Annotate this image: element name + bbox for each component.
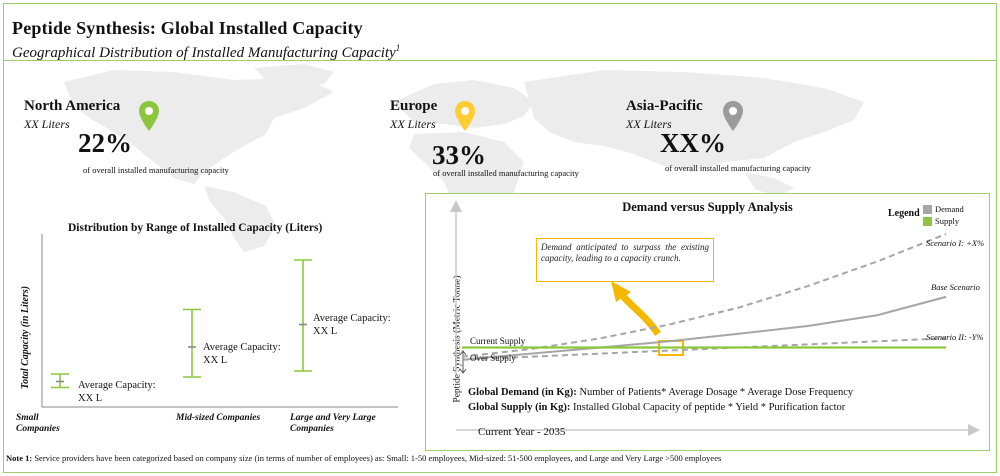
region-north-america: North America XX Liters — [24, 98, 120, 132]
current-supply-label: Current Supply — [470, 336, 526, 346]
category-label-mid: Mid-sized Companies — [176, 413, 260, 424]
category-label-small: Small Companies — [16, 413, 60, 435]
map-pin-icon — [455, 101, 475, 131]
legend-label: Supply — [935, 216, 960, 226]
outer-frame — [3, 3, 997, 473]
legend-label: Demand — [935, 204, 964, 214]
demand-supply-panel: Demand versus Supply Analysis Legend Dem… — [425, 193, 990, 451]
footnote: Note 1: Service providers have been cate… — [6, 453, 721, 463]
scenario-label-1: Scenario I: +X% — [926, 238, 985, 248]
category-label-large: Large and Very Large Companies — [290, 413, 376, 435]
region-europe: Europe XX Liters — [390, 98, 437, 132]
formula-supply-body: Installed Global Capacity of peptide * Y… — [570, 402, 846, 413]
range-label-mid: Average Capacity: XX L — [203, 341, 281, 367]
category-label-line: Small — [16, 413, 39, 423]
over-supply-arrow-top — [459, 350, 467, 356]
map-pin-icon — [723, 101, 743, 131]
region-desc: of overall installed manufacturing capac… — [83, 165, 229, 175]
category-label-line: Mid-sized Companies — [176, 413, 261, 423]
scenario-label-2: Scenario II: -Y% — [926, 332, 984, 342]
over-supply-label: Over Supply — [470, 353, 516, 363]
range-label-large: Average Capacity: XX L — [313, 312, 391, 338]
annotation-arrow — [618, 291, 661, 336]
subtitle-footnote-ref: 1 — [395, 43, 401, 53]
region-desc: of overall installed manufacturing capac… — [665, 163, 811, 173]
region-volume: XX Liters — [390, 117, 436, 131]
demand-supply-title: Demand versus Supply Analysis — [622, 200, 793, 214]
legend-swatch — [923, 204, 932, 214]
over-supply-arrow-bottom — [459, 368, 467, 374]
region-name: North America — [24, 98, 121, 114]
series-line-2 — [461, 337, 947, 361]
formula-demand-head: Global Demand (in Kg): — [468, 387, 577, 398]
scenario-label-base: Base Scenario — [931, 282, 980, 292]
formula-demand-body: Number of Patients* Average Dosage * Ave… — [576, 387, 854, 398]
region-percent: 33% — [432, 140, 486, 170]
map-pin-icon — [139, 101, 159, 131]
range-chart-plot — [41, 234, 398, 408]
demand-supply-xlabel: Current Year - 2035 — [478, 426, 566, 438]
region-desc: of overall installed manufacturing capac… — [433, 168, 579, 178]
legend-swatch — [923, 216, 932, 226]
formula-supply: Global Supply (in Kg): Installed Global … — [468, 402, 845, 413]
region-name: Europe — [390, 98, 438, 114]
page-title: Peptide Synthesis: Global Installed Capa… — [12, 18, 363, 38]
region-volume: XX Liters — [24, 117, 70, 131]
range-label-line: Average Capacity: — [203, 342, 281, 353]
subtitle-text: Geographical Distribution of Installed M… — [12, 45, 396, 61]
series-line-1 — [461, 295, 947, 361]
legend-item-demand: Demand — [923, 204, 964, 214]
legend-item-supply: Supply — [923, 216, 959, 226]
footnote-head: Note 1: — [6, 453, 33, 463]
category-label-line: Companies — [16, 424, 60, 434]
page-subtitle: Geographical Distribution of Installed M… — [12, 43, 400, 62]
category-label-line: Large and Very Large — [290, 413, 376, 423]
range-label-small: Average Capacity: XX L — [78, 379, 156, 405]
category-label-line: Companies — [290, 424, 334, 434]
annotation-arrowhead — [611, 281, 631, 302]
footnote-body: Service providers have been categorized … — [32, 453, 722, 463]
demand-supply-plot — [450, 200, 980, 436]
range-label-line: Average Capacity: — [78, 380, 156, 391]
region-percent: 22% — [78, 128, 132, 158]
header: Peptide Synthesis: Global Installed Capa… — [4, 4, 996, 61]
region-percent: XX% — [660, 128, 726, 158]
formula-supply-head: Global Supply (in Kg): — [468, 402, 571, 413]
range-label-value: XX L — [203, 355, 228, 366]
region-asia-pacific: Asia-Pacific XX Liters — [626, 98, 703, 132]
region-volume: XX Liters — [626, 117, 672, 131]
annotation-box: Demand anticipated to surpass the existi… — [536, 238, 714, 282]
range-label-value: XX L — [313, 326, 338, 337]
range-label-line: Average Capacity: — [313, 313, 391, 324]
range-chart: Distribution by Range of Installed Capac… — [8, 212, 410, 447]
range-label-value: XX L — [78, 393, 103, 404]
range-chart-title: Distribution by Range of Installed Capac… — [68, 222, 323, 234]
legend-title: Legend — [888, 208, 920, 219]
region-name: Asia-Pacific — [626, 98, 703, 114]
formula-demand: Global Demand (in Kg): Number of Patient… — [468, 387, 853, 398]
